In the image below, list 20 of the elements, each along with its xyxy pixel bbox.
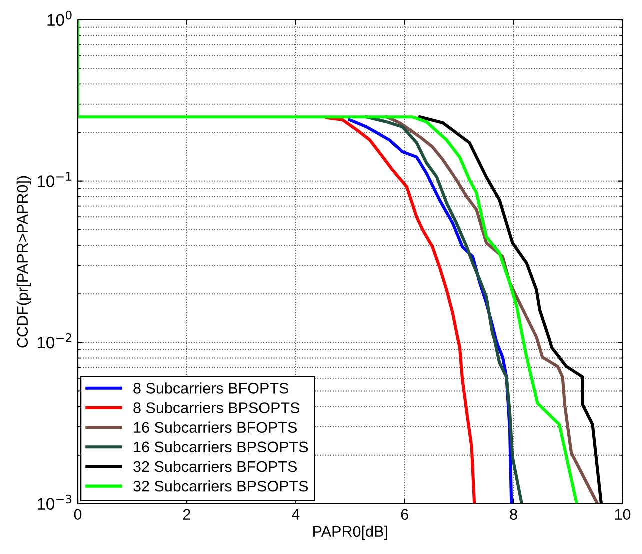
line-series — [325, 116, 476, 504]
x-tick-label: 10 — [615, 509, 631, 520]
y-tick-label: 10$^{−1}$ — [38, 172, 72, 188]
y-tick-label: 10$^{0}$ — [48, 10, 72, 26]
x-tick-label: 4 — [292, 509, 300, 520]
legend-label: 32 Subcarriers BFOPTS — [134, 460, 298, 472]
x-tick-label: 6 — [401, 509, 408, 520]
legend-label: 8 Subcarriers BFOPTS — [134, 382, 289, 394]
line-series — [365, 116, 524, 504]
x-tick-label: 8 — [510, 509, 518, 520]
legend-label: 32 Subcarriers BPSOPTS — [134, 480, 308, 492]
x-axis-title: PAPR0[dB] — [314, 526, 388, 540]
x-tick-label: 2 — [183, 509, 190, 520]
y-tick-label: 10$^{−2}$ — [38, 334, 72, 349]
y-tick-label: 10$^{−3}$ — [38, 494, 72, 510]
y-axis-title: CCDF(pr[PAPR>PAPR0]) — [16, 176, 32, 348]
legend-label: 8 Subcarriers BPSOPTS — [134, 402, 300, 414]
legend-label: 16 Subcarriers BPSOPTS — [134, 441, 308, 453]
x-tick-label: 0 — [74, 509, 82, 520]
legend-label: 16 Subcarriers BFOPTS — [134, 422, 298, 434]
